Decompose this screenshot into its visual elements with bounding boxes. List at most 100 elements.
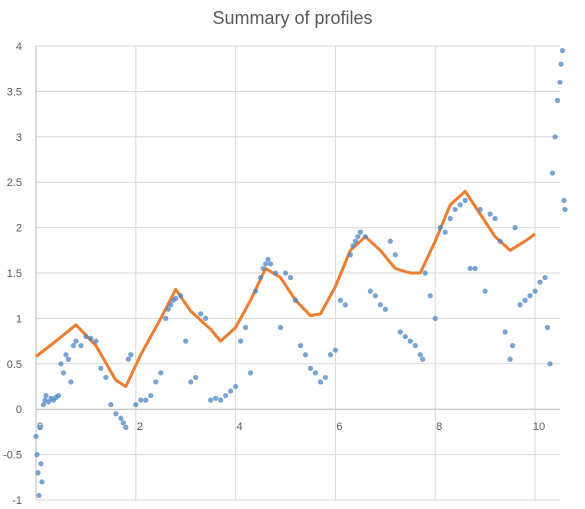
scatter-point	[35, 470, 41, 476]
scatter-point	[78, 343, 84, 349]
scatter-point	[148, 392, 154, 399]
scatter-point	[492, 215, 498, 222]
scatter-point	[125, 356, 131, 362]
scatter-point	[228, 388, 234, 394]
scatter-point	[337, 297, 344, 303]
scatter-point	[168, 302, 174, 308]
scatter-point	[37, 424, 43, 430]
scatter-point	[198, 311, 204, 317]
scatter-point	[452, 206, 458, 213]
scatter-point	[93, 338, 99, 344]
scatter-point	[477, 206, 483, 213]
y-tick-label: 2.5	[7, 177, 22, 189]
scatter-point	[252, 288, 259, 294]
scatter-point	[193, 374, 199, 381]
scatter-point	[55, 392, 62, 399]
y-tick-label: 3.5	[7, 86, 22, 98]
scatter-point	[287, 274, 294, 281]
scatter-point	[350, 243, 356, 249]
scatter-point	[153, 379, 159, 385]
scatter-point	[70, 343, 77, 349]
scatter-point	[507, 356, 513, 362]
scatter-point	[158, 370, 164, 376]
scatter-point	[482, 288, 488, 294]
scatter-point	[312, 370, 319, 376]
scatter-point	[63, 352, 69, 358]
y-tick-label: 0.5	[7, 359, 22, 371]
axes	[35, 46, 560, 500]
scatter-series	[33, 47, 568, 499]
scatter-point	[103, 374, 109, 381]
scatter-point	[183, 338, 189, 344]
scatter-point	[233, 383, 239, 390]
scatter-point	[362, 234, 368, 240]
scatter-point	[163, 315, 169, 321]
scatter-point	[133, 402, 139, 408]
scatter-point	[422, 270, 428, 276]
scatter-point	[472, 265, 478, 272]
scatter-point	[267, 261, 274, 267]
scatter-point	[559, 47, 566, 54]
scatter-point	[247, 370, 254, 376]
scatter-point	[138, 397, 144, 403]
scatter-point	[558, 61, 564, 67]
scatter-point	[282, 270, 289, 276]
scatter-point	[402, 333, 408, 340]
scatter-point	[165, 306, 171, 312]
x-tick-label: 10	[533, 421, 545, 433]
scatter-point	[39, 479, 45, 485]
scatter-point	[497, 238, 503, 244]
scatter-point	[203, 315, 209, 321]
x-tick-label: 8	[436, 421, 442, 433]
scatter-point	[40, 402, 47, 408]
scatter-point	[143, 397, 149, 403]
scatter-point	[549, 170, 556, 176]
scatter-point	[277, 324, 284, 331]
scatter-point	[292, 297, 299, 303]
scatter-point	[527, 293, 533, 299]
trend-line	[35, 189, 536, 388]
scatter-point	[554, 97, 561, 104]
scatter-point	[457, 202, 463, 208]
scatter-point	[437, 225, 443, 231]
scatter-point	[260, 265, 266, 272]
scatter-point	[467, 265, 473, 272]
scatter-point	[462, 197, 468, 203]
scatter-point	[552, 134, 558, 140]
scatter-point	[65, 356, 72, 362]
scatter-point	[213, 395, 219, 401]
scatter-point	[60, 370, 67, 376]
scatter-point	[123, 424, 129, 430]
scatter-point	[355, 234, 361, 240]
scatter-point	[36, 492, 42, 499]
scatter-point	[487, 211, 493, 217]
scatter-point	[347, 252, 353, 258]
scatter-point	[517, 302, 523, 308]
grid-lines	[35, 45, 560, 501]
scatter-point	[73, 338, 79, 344]
scatter-point	[45, 399, 52, 405]
y-tick-label: 2	[16, 223, 22, 235]
scatter-point	[537, 279, 543, 285]
scatter-point	[43, 392, 49, 399]
scatter-point	[542, 274, 548, 281]
scatter-point	[372, 293, 378, 299]
scatter-point	[188, 379, 194, 385]
scatter-point	[544, 324, 551, 331]
y-tick-labels: -1 -0.5 0 0.5 1 1.5 2 2.5 3 3.5 4	[3, 41, 22, 507]
scatter-point	[327, 352, 334, 358]
scatter-point	[38, 461, 44, 467]
scatter-point	[108, 402, 114, 408]
x-tick-label: 6	[336, 421, 342, 433]
scatter-point	[322, 374, 329, 381]
scatter-point	[397, 329, 403, 335]
scatter-point	[98, 365, 104, 371]
scatter-point	[447, 215, 453, 222]
scatter-point	[342, 302, 349, 308]
y-tick-label: 4	[16, 41, 22, 53]
scatter-point	[442, 229, 448, 235]
scatter-point	[238, 338, 244, 344]
scatter-point	[417, 352, 423, 358]
scatter-point	[532, 288, 538, 294]
